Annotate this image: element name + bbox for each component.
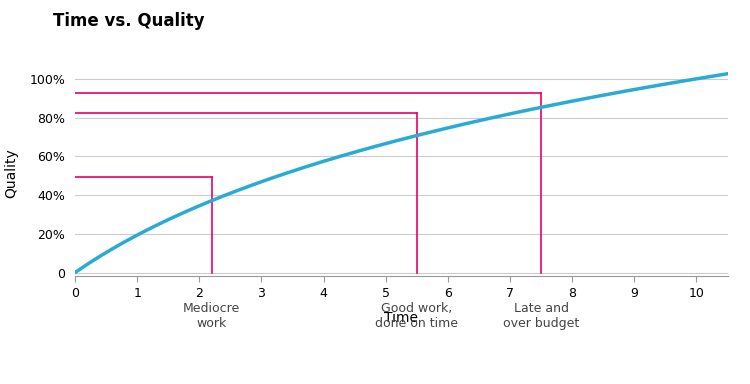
Text: Late and
over budget: Late and over budget <box>503 302 579 330</box>
Y-axis label: Quality: Quality <box>4 148 18 198</box>
Text: Good work,
done on time: Good work, done on time <box>375 302 458 330</box>
X-axis label: Time: Time <box>384 311 418 325</box>
Text: Time vs. Quality: Time vs. Quality <box>53 12 204 30</box>
Text: Mediocre
work: Mediocre work <box>183 302 240 330</box>
